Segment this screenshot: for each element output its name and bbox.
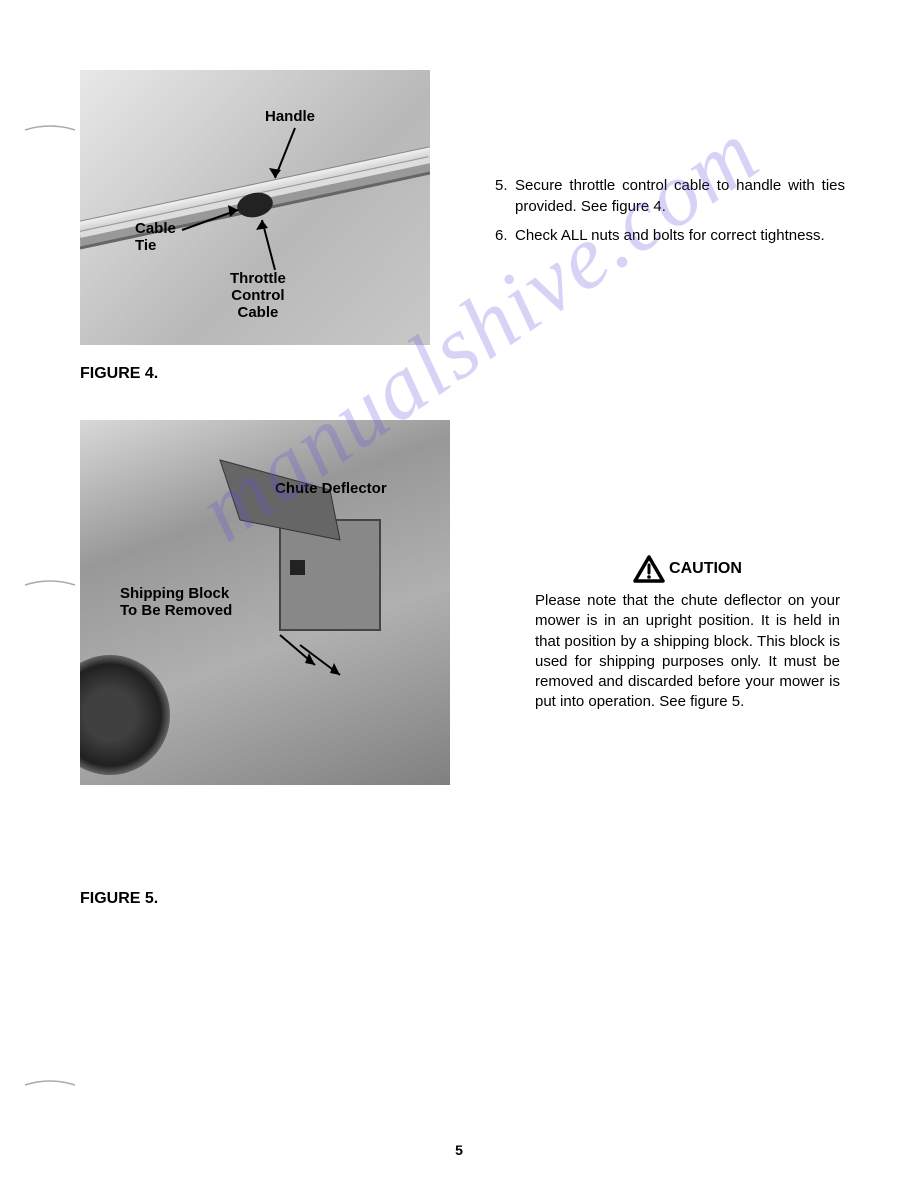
instruction-number: 5. (495, 175, 515, 217)
instruction-number: 6. (495, 225, 515, 246)
warning-triangle-icon (633, 555, 665, 583)
manual-page: Handle Cable Tie Throttle Control Cable … (0, 0, 918, 1188)
label-line: Tie (135, 237, 156, 254)
binding-hole-mark (20, 575, 80, 595)
figure-5-caption: FIGURE 5. (80, 890, 158, 908)
label-line: Throttle (230, 270, 286, 287)
label-line: Cable (237, 304, 278, 321)
figure-4-cable-tie-label: Cable Tie (135, 220, 176, 254)
figure-5-shipping-label: Shipping Block To Be Removed (120, 585, 232, 619)
figure-4-throttle-label: Throttle Control Cable (230, 270, 286, 321)
instruction-list: 5. Secure throttle control cable to hand… (495, 175, 845, 254)
instruction-item-5: 5. Secure throttle control cable to hand… (495, 175, 845, 217)
instruction-item-6: 6. Check ALL nuts and bolts for correct … (495, 225, 845, 246)
binding-hole-mark (20, 1075, 80, 1095)
caution-header: CAUTION (535, 555, 840, 583)
label-line: Cable (135, 220, 176, 237)
figure-4-image: Handle Cable Tie Throttle Control Cable (80, 70, 430, 345)
figure-4-caption: FIGURE 4. (80, 365, 158, 383)
instruction-text: Check ALL nuts and bolts for correct tig… (515, 225, 845, 246)
caution-body-text: Please note that the chute deflector on … (535, 591, 840, 713)
label-line: To Be Removed (120, 602, 232, 619)
figure-5-image: Chute Deflector Shipping Block To Be Rem… (80, 420, 450, 785)
caution-heading-text: CAUTION (669, 560, 742, 578)
caution-block: CAUTION Please note that the chute defle… (535, 555, 840, 713)
binding-hole-mark (20, 120, 80, 140)
label-line: Control (231, 287, 284, 304)
figure-4-handle-label: Handle (265, 108, 315, 125)
instruction-text: Secure throttle control cable to handle … (515, 175, 845, 217)
label-line: Shipping Block (120, 585, 229, 602)
figure-5-chute-label: Chute Deflector (275, 480, 387, 497)
page-number: 5 (455, 1142, 463, 1158)
